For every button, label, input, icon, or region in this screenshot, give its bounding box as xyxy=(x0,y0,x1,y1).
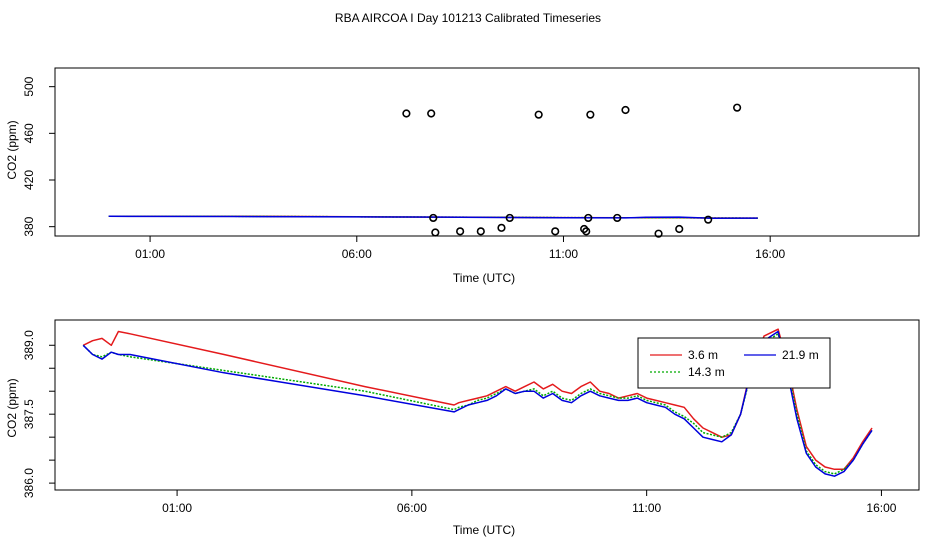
legend-label-21-9m: 21.9 m xyxy=(782,348,819,362)
x-tick-label: 01:00 xyxy=(162,501,192,515)
data-point xyxy=(456,227,465,236)
data-point xyxy=(427,109,436,118)
y-tick-label: 380 xyxy=(22,216,36,236)
top-x-axis: 01:00 06:00 11:00 16:00 xyxy=(135,236,786,261)
y-tick-label: 460 xyxy=(22,123,36,143)
data-point xyxy=(534,110,543,119)
x-tick-label: 16:00 xyxy=(755,247,785,261)
bottom-x-label: Time (UTC) xyxy=(453,523,515,537)
data-point xyxy=(733,103,742,112)
data-point xyxy=(582,227,591,236)
top-plot-area xyxy=(108,103,758,238)
y-tick-label: 387.5 xyxy=(22,399,36,429)
bottom-panel-frame xyxy=(54,319,920,491)
y-tick-label: 389.0 xyxy=(22,330,36,360)
legend-label-14-3m: 14.3 m xyxy=(688,365,725,379)
y-tick-label: 500 xyxy=(22,76,36,96)
x-tick-label: 06:00 xyxy=(342,247,372,261)
x-tick-label: 01:00 xyxy=(135,247,165,261)
y-tick-label: 386.0 xyxy=(22,468,36,498)
bottom-y-label: CO2 (ppm) xyxy=(5,378,19,437)
series-line-21-9-m xyxy=(108,215,758,220)
data-point xyxy=(429,213,438,223)
chart-title: RBA AIRCOA I Day 101213 Calibrated Times… xyxy=(335,11,601,25)
bottom-y-axis: 386.0 387.5 389.0 xyxy=(22,330,55,498)
data-point xyxy=(497,223,506,232)
data-point xyxy=(654,229,663,238)
top-panel-frame xyxy=(54,67,920,237)
top-panel: 01:00 06:00 11:00 16:00 380 420 460 500 Time (… xyxy=(5,67,920,285)
x-tick-label: 11:00 xyxy=(549,247,578,261)
x-tick-label: 16:00 xyxy=(866,501,896,515)
legend-box xyxy=(637,337,831,389)
x-tick-label: 11:00 xyxy=(632,501,661,515)
bottom-x-axis: 01:00 06:00 11:00 16:00 xyxy=(162,490,897,515)
data-point xyxy=(613,213,622,223)
x-tick-label: 06:00 xyxy=(397,501,427,515)
legend-label-3-6m: 3.6 m xyxy=(688,348,718,362)
top-x-label: Time (UTC) xyxy=(453,271,515,285)
top-y-label: CO2 (ppm) xyxy=(5,120,19,179)
legend: 3.6 m 14.3 m 21.9 m xyxy=(637,337,831,389)
data-point xyxy=(402,109,411,118)
data-point xyxy=(584,213,593,223)
bottom-panel: 01:00 06:00 11:00 16:00 386.0 387.5 389.0 Tim… xyxy=(5,319,920,537)
data-point xyxy=(431,228,440,237)
y-tick-label: 420 xyxy=(22,170,36,190)
data-point xyxy=(675,224,684,234)
data-point xyxy=(586,110,595,119)
data-point xyxy=(505,213,514,223)
data-point xyxy=(621,105,630,115)
data-point xyxy=(704,215,713,224)
top-y-axis: 380 420 460 500 xyxy=(22,76,55,237)
data-point xyxy=(551,227,560,236)
data-point xyxy=(476,227,485,236)
